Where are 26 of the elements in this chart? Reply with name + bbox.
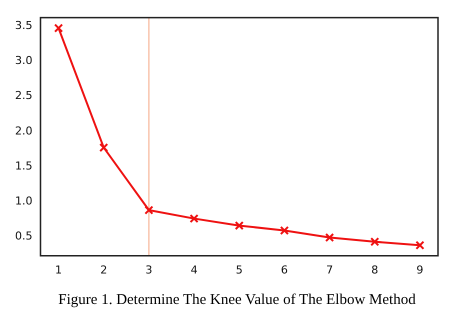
point	[415, 240, 424, 250]
x-tick-label: 5	[236, 263, 243, 276]
x-tick-label: 9	[416, 263, 424, 276]
y-tick-label: 3.0	[14, 54, 32, 68]
point	[370, 237, 380, 246]
x-tick-label: 3	[145, 263, 152, 276]
x-tick-label: 2	[100, 263, 108, 276]
x-tick-label: 7	[326, 263, 334, 276]
x-tick-label: 6	[280, 263, 288, 276]
y-tick-label: 3.5	[14, 18, 32, 32]
y-tick-label: 1.0	[14, 194, 32, 208]
y-tick-label: 2.5	[14, 89, 32, 102]
point	[280, 226, 289, 236]
y-tick-label: 2.0	[14, 124, 32, 138]
point	[144, 206, 154, 215]
point	[54, 24, 64, 33]
point	[234, 221, 244, 230]
x-tick-label: 1	[55, 263, 62, 276]
point	[99, 143, 108, 152]
point	[190, 214, 199, 224]
y-tick-label: 0.5	[14, 230, 32, 243]
x-tick-label: 4	[190, 263, 198, 276]
point	[325, 232, 334, 242]
y-tick-label: 1.5	[14, 159, 32, 172]
caption: Figure 1. Determine The Knee Value of The Elbow Method	[57, 292, 417, 309]
x-tick-label: 8	[371, 263, 378, 276]
